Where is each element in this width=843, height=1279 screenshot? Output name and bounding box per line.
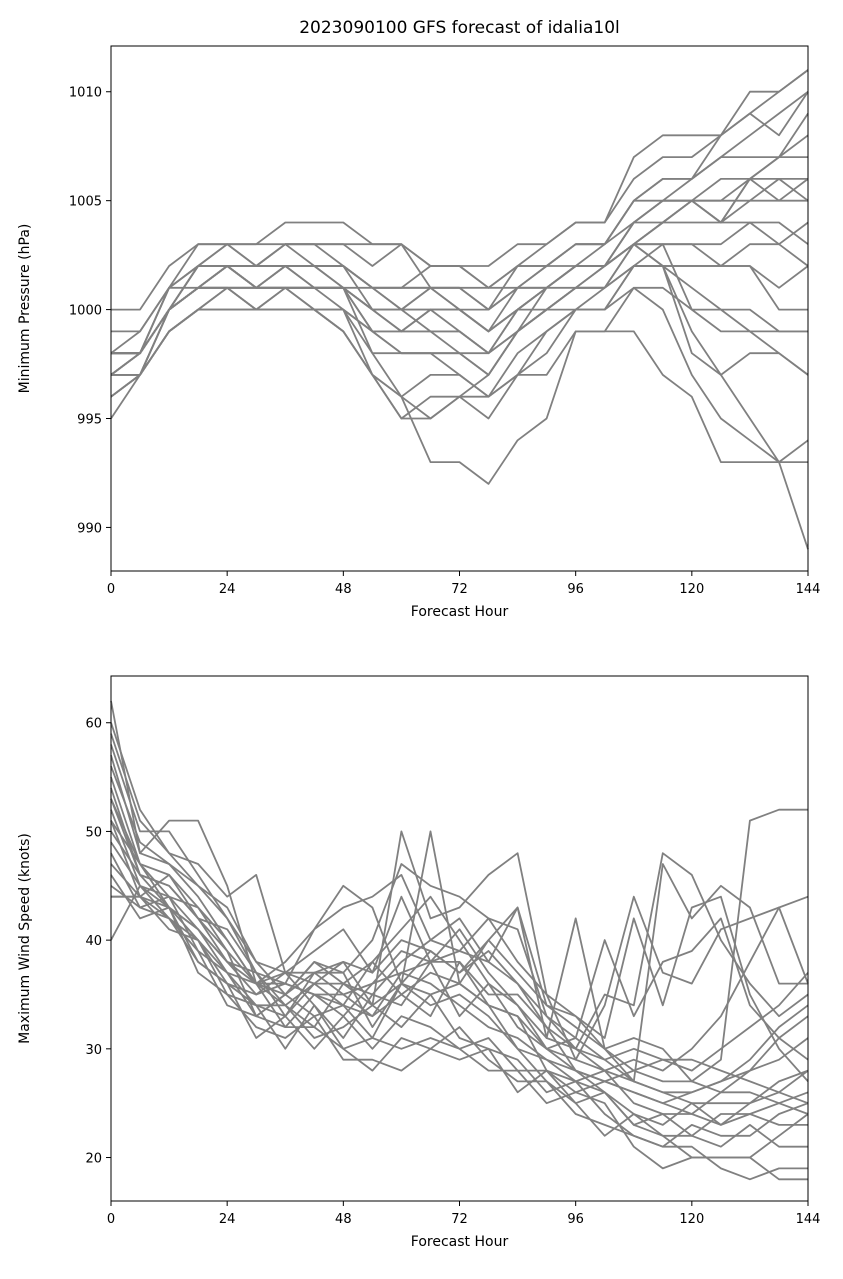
wind-chart: 0 24 48 72 96 120 144 20 30 40 50 60 Forecast Hour Ma…: [17, 675, 821, 1250]
series-line-21: [110, 798, 809, 1105]
y-tick-label: 990: [77, 521, 102, 536]
y-axis-label: Minimum Pressure (hPa): [17, 224, 33, 394]
x-tick-label: 24: [219, 582, 236, 597]
x-tick-label: 0: [107, 582, 115, 597]
series-line-21: [110, 177, 808, 376]
y-tick-label: 995: [77, 413, 102, 428]
x-tick-label: 48: [335, 1212, 352, 1227]
x-tick-label: 96: [567, 582, 584, 597]
x-tick-label: 72: [451, 582, 468, 597]
y-tick-label: 40: [85, 934, 102, 949]
y-tick-label: 1010: [69, 86, 102, 101]
series-line-4: [110, 755, 809, 1050]
x-tick-label: 48: [335, 582, 352, 597]
series-line-16: [111, 895, 808, 1181]
x-tick-label: 120: [679, 1212, 704, 1227]
x-tick-label: 144: [796, 582, 821, 597]
x-tick-label: 24: [219, 1212, 236, 1227]
x-tick-label: 96: [567, 1212, 584, 1227]
x-axis-label: Forecast Hour: [411, 1234, 509, 1250]
y-tick-label: 30: [85, 1043, 102, 1058]
x-axis-label: Forecast Hour: [411, 604, 509, 620]
x-tick-label: 144: [796, 1212, 821, 1227]
y-axis-label: Maximum Wind Speed (knots): [17, 833, 33, 1044]
series-line-9: [110, 221, 809, 376]
series-line-12: [110, 852, 809, 1137]
y-tick-label: 1000: [69, 304, 102, 319]
x-tick-label: 0: [107, 1212, 115, 1227]
pressure-chart: 0 24 48 72 96 120 144 990 995 1000 1005 1010 Forecas…: [17, 18, 820, 620]
series-line-19: [110, 765, 809, 1105]
series-line-1: [110, 700, 808, 1083]
series-line-22: [110, 199, 808, 354]
y-tick-label: 60: [85, 717, 102, 732]
series-line-3: [110, 744, 808, 1083]
x-tick-label: 72: [451, 1212, 468, 1227]
series-line-6: [110, 787, 809, 1050]
series-line-17: [111, 265, 809, 550]
series-line-22: [110, 820, 809, 1094]
series-line-15: [110, 885, 808, 1181]
y-tick-label: 50: [85, 825, 102, 840]
series-line-5: [110, 134, 809, 376]
series-line-20: [110, 733, 809, 1115]
series-line-2: [110, 722, 809, 1061]
series-group: [110, 69, 809, 550]
y-tick-label: 1005: [69, 195, 102, 210]
y-tick-label: 20: [85, 1152, 102, 1167]
series-line-17: [111, 895, 808, 1148]
x-tick-label: 120: [679, 582, 704, 597]
series-group: [110, 700, 809, 1181]
series-line-23: [111, 221, 809, 376]
chart-title: 2023090100 GFS forecast of idalia10l: [299, 18, 620, 38]
